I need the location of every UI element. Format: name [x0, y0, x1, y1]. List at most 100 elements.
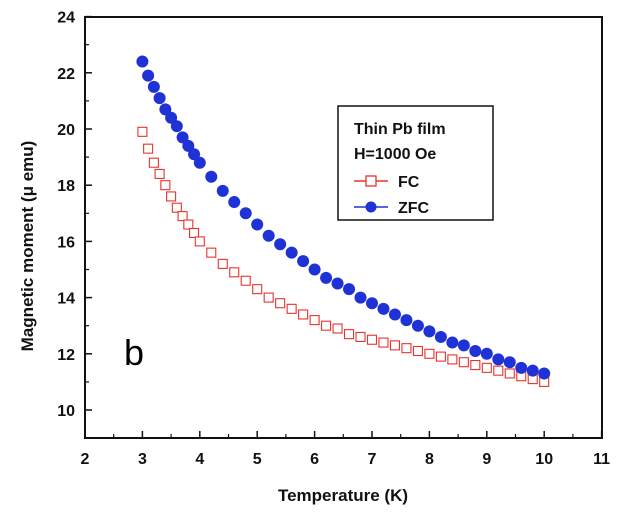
fc-point	[321, 320, 332, 331]
series-zfc	[136, 55, 551, 380]
zfc-point	[538, 367, 551, 380]
y-tick-label: 22	[57, 66, 75, 83]
fc-point	[424, 348, 435, 359]
x-tick-label: 5	[253, 451, 262, 468]
y-tick-label: 24	[57, 10, 75, 27]
zfc-point	[423, 325, 436, 338]
fc-point	[401, 343, 412, 354]
zfc-point	[170, 120, 183, 133]
series-fc	[137, 126, 550, 387]
zfc-point	[274, 238, 287, 251]
fc-point	[177, 211, 188, 222]
zfc-point	[469, 344, 482, 357]
y-tick-label: 12	[57, 347, 75, 364]
legend-title-line-2: H=1000 Oe	[354, 146, 436, 163]
y-tick-label: 14	[57, 291, 75, 308]
fc-point	[275, 298, 286, 309]
zfc-point	[503, 356, 516, 369]
zfc-point	[480, 347, 493, 360]
zfc-point	[205, 170, 218, 183]
zfc-point	[193, 156, 206, 169]
fc-point	[148, 157, 159, 168]
zfc-point	[366, 297, 378, 310]
zfc-point	[526, 364, 539, 377]
fc-point	[229, 267, 240, 278]
legend-entry-zfc: ZFC	[354, 200, 430, 217]
fc-point	[286, 303, 297, 314]
fc-point	[137, 126, 148, 137]
zfc-point	[515, 361, 528, 374]
zfc-point	[320, 271, 333, 284]
zfc-point	[285, 246, 298, 259]
fc-point	[343, 329, 355, 340]
fc-point	[366, 334, 378, 345]
fc-point	[458, 357, 469, 368]
fc-point	[389, 340, 401, 351]
zfc-point	[354, 291, 367, 304]
zfc-point	[388, 308, 401, 321]
zfc-point	[159, 103, 172, 116]
zfc-point	[457, 339, 470, 352]
x-tick-label: 11	[593, 451, 610, 468]
zfc-point	[165, 111, 178, 124]
fc-point	[160, 180, 171, 191]
y-tick-label: 10	[57, 403, 75, 420]
panel-label: b	[124, 332, 144, 373]
fc-point	[447, 354, 458, 365]
zfc-point	[434, 330, 447, 343]
x-tick-label: 2	[81, 451, 90, 468]
x-tick-label: 4	[195, 451, 204, 468]
zfc-point	[411, 319, 424, 332]
zfc-point	[331, 277, 344, 290]
zfc-point	[176, 131, 189, 144]
zfc-point	[446, 336, 459, 349]
zfc-point	[228, 196, 241, 209]
fc-point	[183, 219, 194, 230]
zfc-point	[308, 263, 321, 276]
x-tick-label: 8	[425, 451, 434, 468]
x-tick-label: 6	[310, 451, 319, 468]
fc-point	[412, 345, 423, 357]
zfc-point	[400, 314, 413, 327]
fc-point	[298, 309, 309, 320]
legend-zfc-label: ZFC	[398, 200, 430, 217]
y-tick-label: 18	[57, 178, 75, 195]
fc-point	[171, 202, 182, 213]
fc-point	[252, 284, 263, 295]
fc-point	[263, 292, 274, 303]
fc-point	[143, 143, 154, 154]
tick-layer: 2 3 4 5 6 7 8 9 10 11 10 12 14 16 18 20 22 24	[57, 10, 610, 468]
fc-point	[481, 362, 492, 373]
x-axis-label: Temperature (K)	[278, 486, 408, 505]
data-layer	[136, 55, 551, 387]
zfc-point	[188, 148, 201, 161]
fc-point	[378, 337, 389, 348]
x-tick-label: 10	[535, 451, 553, 468]
fc-point	[217, 258, 228, 269]
legend-fc-marker	[365, 175, 377, 187]
zfc-point	[262, 229, 275, 242]
zfc-point	[216, 184, 229, 197]
legend-box	[337, 105, 494, 221]
fc-point	[504, 368, 515, 379]
zfc-point	[142, 69, 155, 82]
x-tick-label: 7	[368, 451, 377, 468]
legend-title-line-1: Thin Pb film	[354, 121, 446, 138]
fc-point	[309, 315, 320, 326]
fc-point	[189, 227, 200, 239]
x-tick-label: 9	[482, 451, 491, 468]
fc-point	[166, 191, 177, 202]
legend-zfc-marker	[365, 201, 377, 213]
fc-point	[355, 331, 366, 342]
y-tick-label: 16	[57, 234, 75, 251]
zfc-point	[136, 55, 149, 68]
y-tick-label: 20	[57, 122, 75, 139]
fc-point	[332, 323, 343, 334]
legend-fc-label: FC	[398, 174, 420, 191]
zfc-point	[297, 255, 310, 268]
fc-point	[154, 168, 165, 180]
fc-point	[240, 275, 251, 286]
fc-point	[493, 365, 504, 376]
plot-frame	[84, 16, 603, 439]
